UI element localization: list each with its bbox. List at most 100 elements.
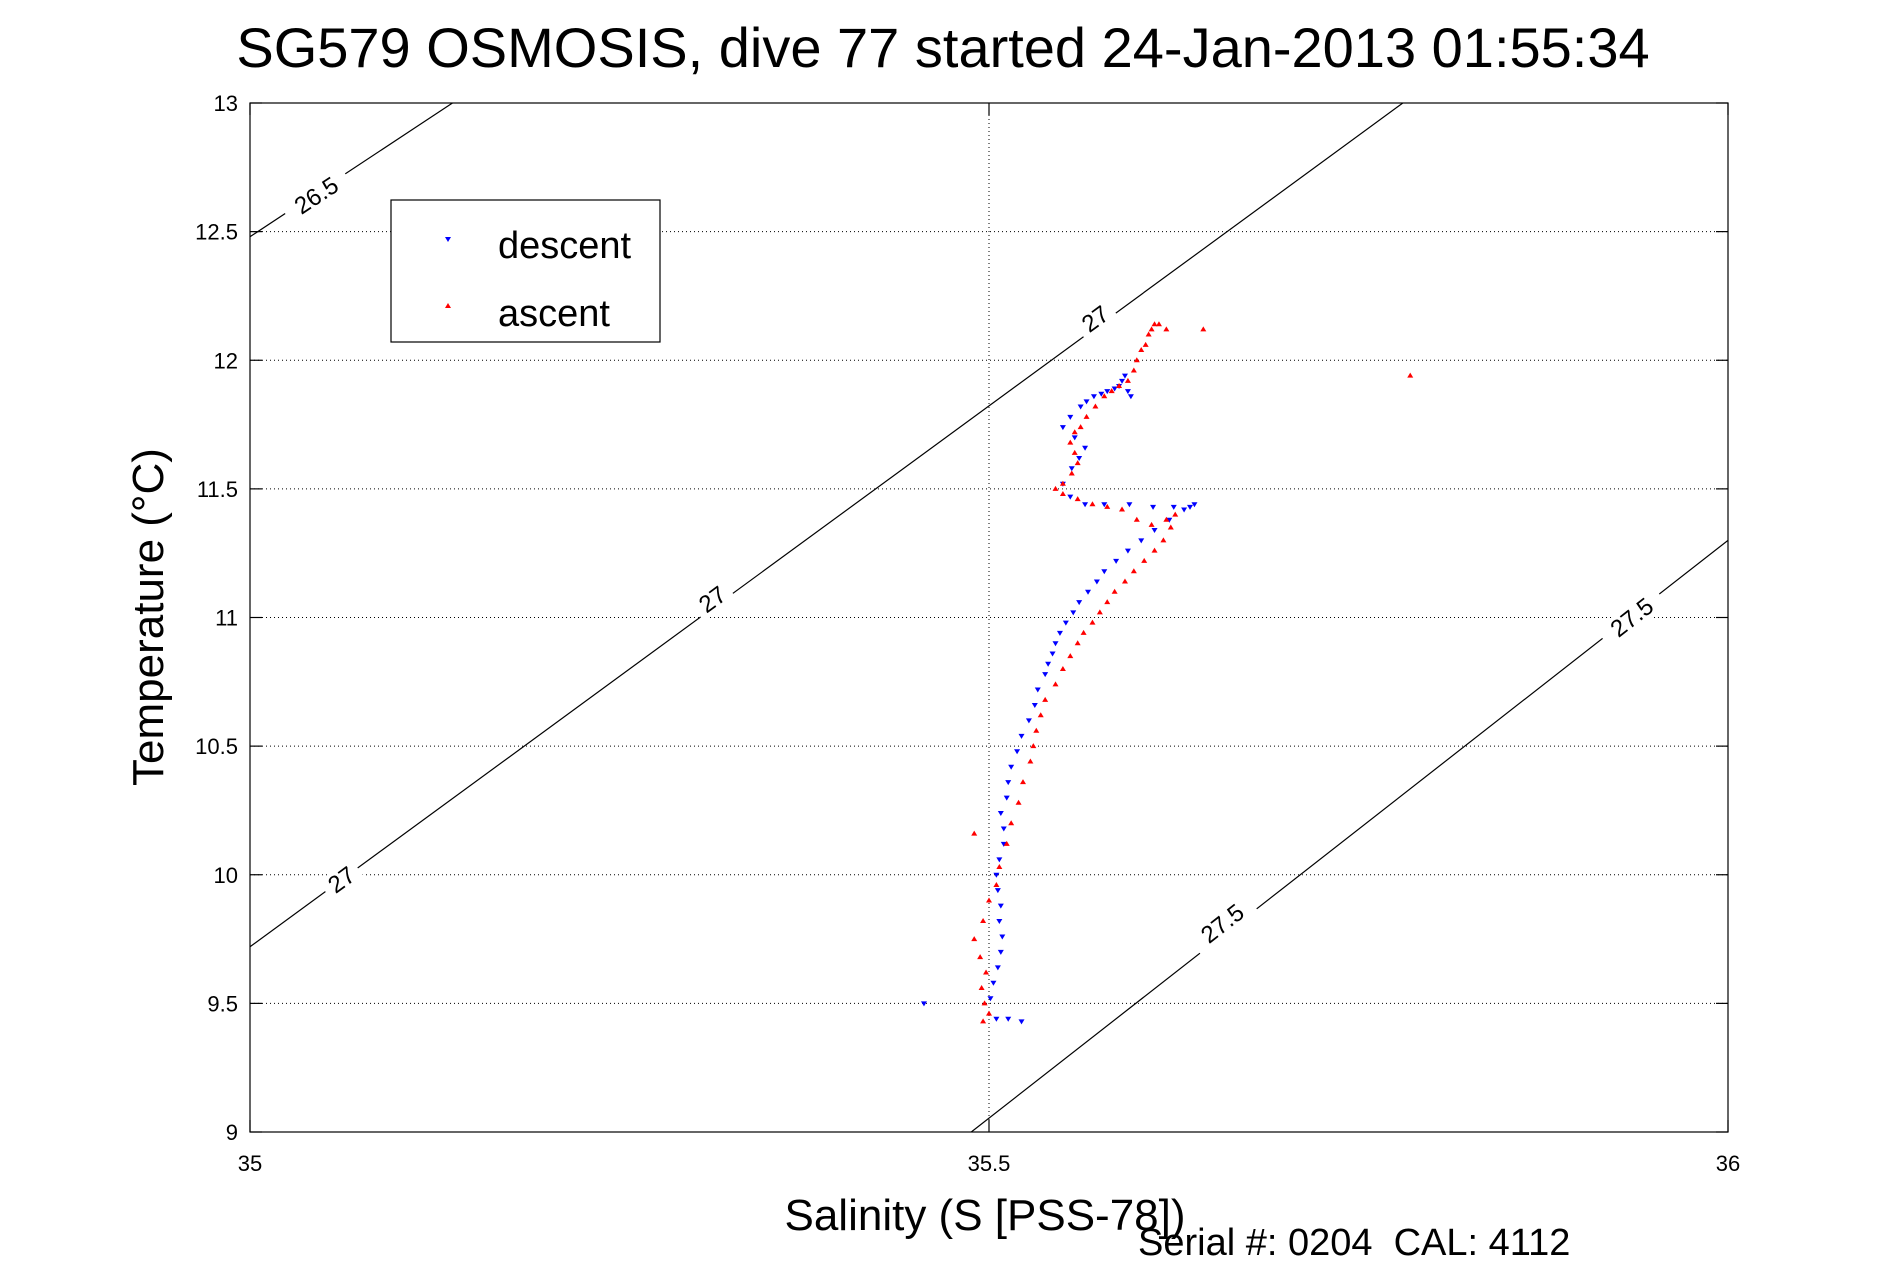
chart-title: SG579 OSMOSIS, dive 77 started 24-Jan-20… (236, 16, 1649, 79)
contour-label-bg-2-1 (1596, 585, 1668, 650)
ascent-point-67 (1163, 326, 1170, 332)
descent-point-20 (1014, 749, 1021, 755)
ascent-point-54 (1092, 403, 1099, 409)
ascent-point-51 (1071, 429, 1078, 435)
ascent-point-46 (1059, 480, 1066, 486)
ascent-point-14 (1015, 799, 1022, 805)
ascent-point-19 (1037, 712, 1044, 718)
ascent-point-49 (1071, 449, 1078, 455)
descent-point-7 (997, 949, 1004, 955)
ascent-point-42 (1089, 501, 1096, 507)
descent-point-40 (1166, 517, 1173, 523)
ascent-point-59 (1130, 367, 1137, 373)
descent-point-19 (1008, 764, 1015, 770)
ascent-point-3 (978, 984, 985, 990)
ascent-point-69 (1407, 372, 1414, 378)
ascent-point-66 (1155, 321, 1162, 327)
descent-point-44 (1170, 504, 1177, 510)
descent-point-9 (996, 919, 1003, 925)
ascent-point-8 (986, 897, 992, 903)
ascent-point-44 (1059, 491, 1066, 497)
footer-serial-cal: Serial #: 0204 CAL: 4112 (1138, 1222, 1570, 1262)
y-tick-label-8: 13 (214, 91, 238, 116)
ascent-point-31 (1130, 568, 1137, 574)
ascent-point-52 (1077, 424, 1084, 430)
ascent-point-18 (1033, 727, 1040, 733)
ascent-point-60 (1133, 357, 1140, 363)
legend-descent-marker (445, 237, 451, 242)
descent-point-15 (1000, 826, 1007, 832)
ascent-point-25 (1080, 629, 1087, 635)
y-tick-label-0: 9 (226, 1120, 238, 1145)
ascent-point-29 (1111, 588, 1118, 594)
descent-point-43 (1187, 504, 1194, 510)
contour-label-bg-1-1 (689, 577, 736, 621)
ascent-point-9 (993, 882, 1000, 888)
descent-point-47 (1101, 502, 1108, 508)
contour-line-0 (250, 103, 453, 238)
x-tick-label-0: 35 (238, 1151, 262, 1176)
descent-point-41 (1181, 507, 1188, 513)
descent-point-14 (1000, 841, 1007, 847)
descent-point-2 (1005, 1016, 1012, 1022)
x-axis-label: Salinity (S [PSS-78]) (784, 1191, 1185, 1240)
ascent-point-24 (1074, 640, 1081, 646)
descent-point-5 (990, 980, 997, 986)
descent-point-29 (1056, 630, 1063, 636)
descent-point-12 (993, 872, 1000, 878)
y-tick-label-2: 10 (214, 863, 238, 888)
ascent-point-38 (1148, 521, 1155, 527)
descent-point-42 (1191, 502, 1198, 508)
descent-point-54 (1071, 435, 1078, 441)
descent-point-36 (1113, 558, 1120, 564)
descent-point-46 (1126, 502, 1133, 508)
descent-point-26 (1045, 661, 1052, 667)
contour-label-bg-1-2 (1072, 297, 1119, 341)
ascent-point-10 (971, 830, 978, 836)
ascent-point-16 (1027, 758, 1034, 764)
descent-point-37 (1124, 548, 1131, 554)
descent-point-57 (1077, 404, 1084, 410)
descent-point-3 (1018, 1019, 1025, 1025)
descent-point-35 (1101, 569, 1108, 575)
descent-point-0 (920, 1001, 927, 1007)
descent-point-18 (1005, 780, 1012, 786)
ascent-point-53 (1083, 413, 1090, 419)
descent-point-13 (996, 857, 1003, 863)
ascent-point-20 (1042, 696, 1049, 702)
ascent-point-45 (1052, 485, 1059, 491)
ascent-point-34 (1160, 537, 1167, 543)
legend: descent ascent (390, 199, 661, 343)
ascent-point-40 (1119, 506, 1126, 512)
ascent-point-26 (1089, 619, 1096, 625)
ascent-point-12 (1003, 840, 1010, 846)
descent-point-32 (1076, 600, 1083, 606)
legend-box (390, 199, 661, 343)
descent-point-61 (1104, 389, 1111, 395)
ascent-point-11 (996, 864, 1003, 870)
ascent-point-4 (983, 969, 990, 975)
y-tick-label-3: 10.5 (195, 734, 238, 759)
descent-point-10 (997, 903, 1004, 909)
x-tick-label-2: 36 (1716, 1151, 1740, 1176)
ascent-point-6 (971, 936, 978, 942)
ascent-point-32 (1141, 557, 1148, 563)
ascent-point-58 (1124, 377, 1131, 383)
descent-point-22 (1025, 718, 1032, 724)
descent-point-34 (1093, 579, 1100, 585)
ascent-point-55 (1101, 393, 1108, 399)
descent-point-24 (1034, 687, 1041, 693)
ascent-point-5 (977, 954, 984, 960)
axis-ticks: 35 35.5 36 9 9.5 10 10.5 11 11.5 12 12.5 13 (195, 91, 1740, 1176)
descent-point-58 (1083, 399, 1090, 405)
descent-point-27 (1049, 651, 1056, 657)
descent-point-64 (1119, 378, 1126, 384)
ascent-point-22 (1059, 665, 1066, 671)
contour-label-bg-0-0 (279, 165, 354, 226)
contour-label-bg-2-0 (1186, 891, 1259, 956)
descent-point-1 (993, 1016, 1000, 1022)
ascent-point-65 (1151, 321, 1158, 327)
ascent-point-1 (986, 1010, 992, 1016)
ascent-point-61 (1138, 346, 1145, 352)
